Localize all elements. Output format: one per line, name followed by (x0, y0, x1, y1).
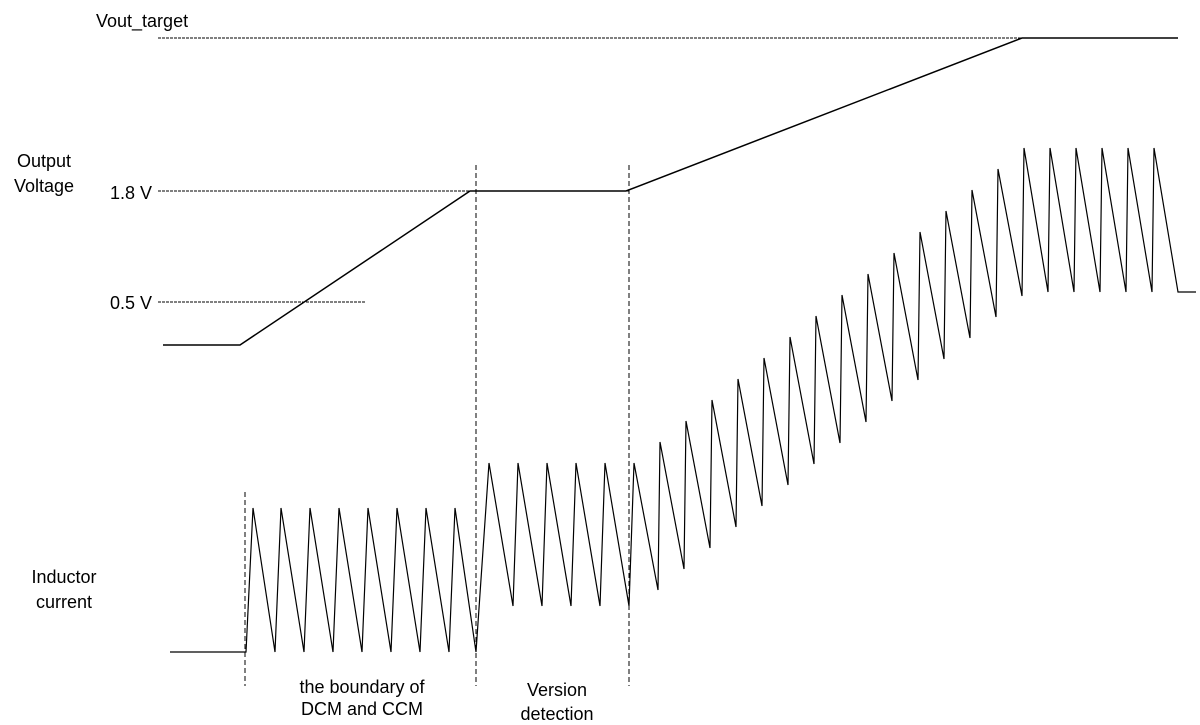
output-voltage-trace (163, 37, 1178, 346)
level-0-5v-label: 0.5 V (109, 293, 152, 313)
level-1-8v-label: 1.8 V (109, 183, 152, 203)
output-voltage-label-line2: Voltage (13, 176, 75, 196)
phase-boundary-label-line1: the boundary of (299, 677, 425, 697)
output-voltage-label-line1: Output (16, 151, 72, 171)
vout-target-label: Vout_target (96, 11, 189, 31)
inductor-current-label-line2: current (35, 592, 93, 612)
phase-boundary-label-line2: DCM and CCM (300, 699, 424, 719)
phase-detection-label-line2: detection (520, 704, 594, 724)
inductor-current-waveform (170, 147, 1196, 653)
inductor-current-label-line1: Inductor (31, 567, 97, 587)
phase-detection-label-line1: Version (526, 680, 588, 700)
